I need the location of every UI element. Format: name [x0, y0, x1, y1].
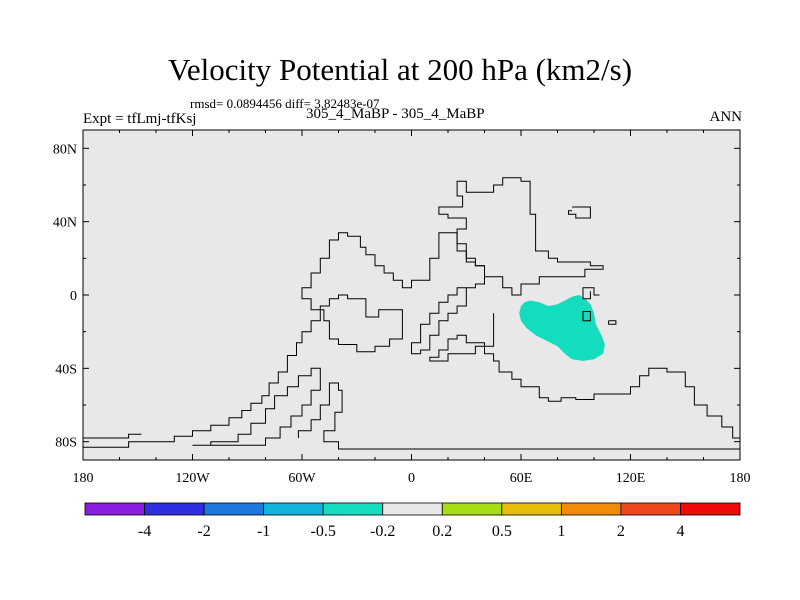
case-label: 305_4_MaBP - 305_4_MaBP: [306, 106, 485, 122]
coastline-2: [192, 367, 321, 446]
colorbar-label: 4: [676, 523, 684, 540]
colorbar-swatch: [620, 502, 681, 516]
y-axis: 80N 40N 0 40S 80S: [53, 142, 740, 451]
y-tick-label: 0: [70, 289, 77, 304]
y-tick-label: 80S: [55, 436, 77, 451]
y-tick-label: 40S: [55, 362, 77, 377]
x-tick-label: 120W: [175, 471, 210, 486]
contour-box: [582, 311, 591, 322]
experiment-label: Expt = tfLmj-tfKsj: [83, 111, 197, 127]
x-tick-label: 120E: [616, 471, 646, 486]
coastline-3: [297, 382, 740, 450]
x-tick-label: 60W: [288, 471, 316, 486]
colorbar-label: -4: [138, 523, 151, 540]
coastline-4: [429, 313, 740, 439]
colorbar-swatch: [382, 502, 443, 516]
coastlines: [82, 177, 740, 450]
colorbar-label: -0.5: [311, 523, 336, 540]
colorbar-swatch: [84, 502, 145, 516]
colorbar-swatch: [322, 502, 384, 516]
map-panel: [83, 130, 740, 460]
colorbar-swatch: [441, 502, 503, 516]
chart-title: Velocity Potential at 200 hPa (km2/s): [167, 52, 633, 87]
coastline-0: [82, 232, 485, 448]
period-label: ANN: [709, 109, 743, 125]
coastline-5: [438, 177, 604, 296]
colorbar-swatch: [501, 502, 562, 516]
coastline-1: [83, 433, 142, 439]
map-background: [83, 130, 740, 460]
colorbar-swatch: [680, 502, 741, 516]
coastline-7: [582, 287, 600, 300]
x-axis: 180 120W 60W 0 60E 120E 180: [73, 130, 751, 486]
colorbar-swatch: [560, 502, 622, 516]
y-tick-label: 40N: [53, 216, 77, 231]
coastline-6: [568, 206, 591, 219]
colorbar-label: 0.2: [432, 523, 452, 540]
x-tick-label: 0: [408, 471, 415, 486]
rmsd-stats: rmsd= 0.0894456 diff= 3.82483e-07: [190, 96, 380, 111]
colorbar-label: -0.2: [370, 523, 395, 540]
x-tick-label: 60E: [510, 471, 533, 486]
colorbar-label: -2: [197, 523, 210, 540]
colorbar-label: 0.5: [492, 523, 512, 540]
x-tick-label: 180: [73, 471, 94, 486]
colorbar-label: 2: [617, 523, 625, 540]
coastline-8: [608, 320, 617, 325]
x-tick-label: 180: [730, 471, 751, 486]
colorbar-swatch: [203, 502, 265, 516]
colorbar-swatch: [263, 502, 324, 516]
colorbar: -4 -2 -1 -0.5 -0.2 0.2 0.5 1 2 4: [84, 502, 741, 540]
colorbar-label: -1: [257, 523, 270, 540]
colorbar-label: 1: [557, 523, 565, 540]
y-tick-label: 80N: [53, 142, 77, 157]
colorbar-swatch: [144, 502, 205, 516]
